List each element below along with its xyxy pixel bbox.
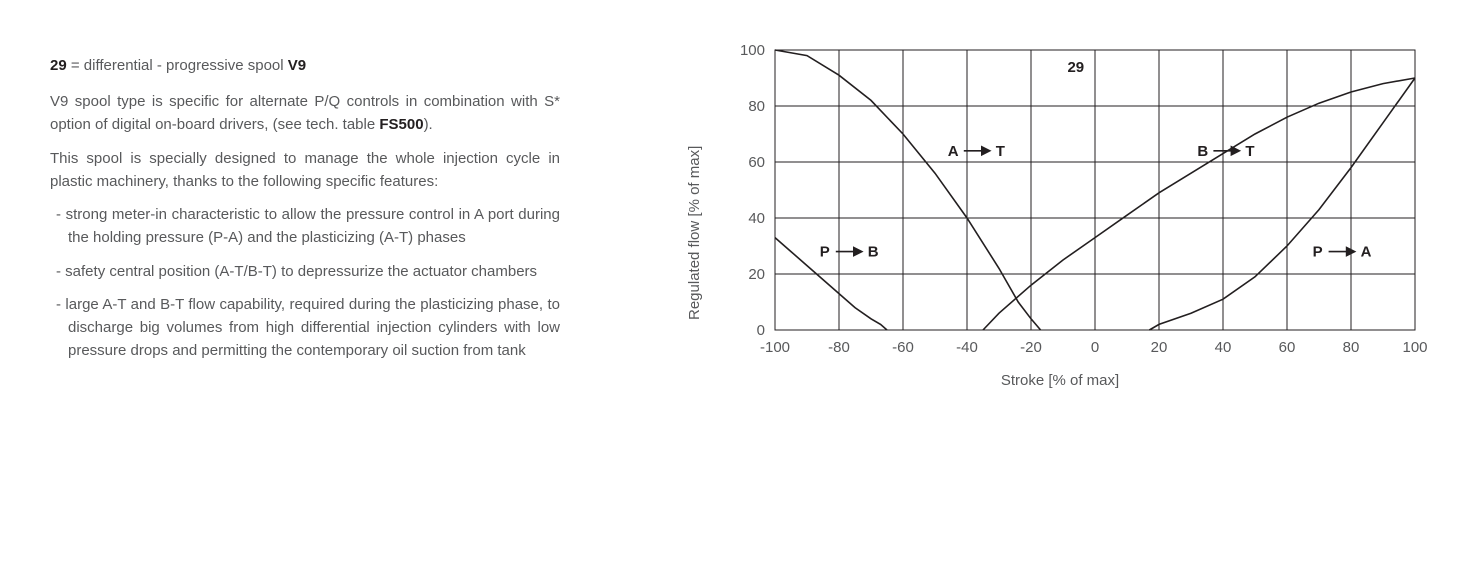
svg-text:0: 0 <box>757 322 765 339</box>
para1-a: V9 spool type is specific for alternate … <box>50 93 560 133</box>
svg-text:-60: -60 <box>892 339 914 356</box>
svg-text:40: 40 <box>748 210 765 227</box>
text-column: 29 = differential - progressive spool V9… <box>50 55 560 373</box>
chart-ylabel: Regulated flow [% of max] <box>686 146 703 320</box>
svg-text:P: P <box>820 244 830 261</box>
svg-text:100: 100 <box>1402 339 1427 356</box>
svg-text:20: 20 <box>748 266 765 283</box>
heading-code: 29 <box>50 57 67 74</box>
svg-text:-80: -80 <box>828 339 850 356</box>
svg-text:-20: -20 <box>1020 339 1042 356</box>
bullet-2: safety central position (A-T/B-T) to dep… <box>50 260 560 283</box>
chart-svg: -100 -80 -60 -40 -20 0 20 40 60 80 100 0 20 40 60 80 100… <box>680 40 1440 380</box>
svg-text:0: 0 <box>1091 339 1099 356</box>
svg-text:T: T <box>996 143 1005 160</box>
svg-text:100: 100 <box>740 42 765 59</box>
bullet-1: strong meter-in characteristic to allow … <box>50 203 560 250</box>
svg-text:40: 40 <box>1215 339 1232 356</box>
svg-text:-40: -40 <box>956 339 978 356</box>
svg-text:-100: -100 <box>760 339 790 356</box>
svg-text:B: B <box>1197 143 1208 160</box>
paragraph-2: This spool is specially designed to mana… <box>50 147 560 194</box>
svg-text:60: 60 <box>1279 339 1296 356</box>
svg-text:29: 29 <box>1067 59 1084 76</box>
svg-text:20: 20 <box>1151 339 1168 356</box>
chart: Regulated flow [% of max] -100-80-60-40-… <box>680 40 1440 440</box>
paragraph-1: V9 spool type is specific for alternate … <box>50 90 560 137</box>
chart-xlabel: Stroke [% of max] <box>680 372 1440 389</box>
svg-text:A: A <box>1361 244 1372 261</box>
bullet-3: large A-T and B-T flow capability, requi… <box>50 293 560 363</box>
svg-text:60: 60 <box>748 154 765 171</box>
svg-text:80: 80 <box>1343 339 1360 356</box>
svg-text:80: 80 <box>748 98 765 115</box>
heading-trail: V9 <box>288 57 306 74</box>
page: 29 = differential - progressive spool V9… <box>0 0 1478 574</box>
para1-bold: FS500 <box>379 116 423 133</box>
svg-text:T: T <box>1245 143 1254 160</box>
svg-text:B: B <box>868 244 879 261</box>
para1-b: ). <box>424 116 433 133</box>
heading-mid: = differential - progressive spool <box>67 57 288 74</box>
feature-list: strong meter-in characteristic to allow … <box>50 203 560 363</box>
svg-text:P: P <box>1313 244 1323 261</box>
heading: 29 = differential - progressive spool V9 <box>50 55 560 76</box>
svg-text:A: A <box>948 143 959 160</box>
